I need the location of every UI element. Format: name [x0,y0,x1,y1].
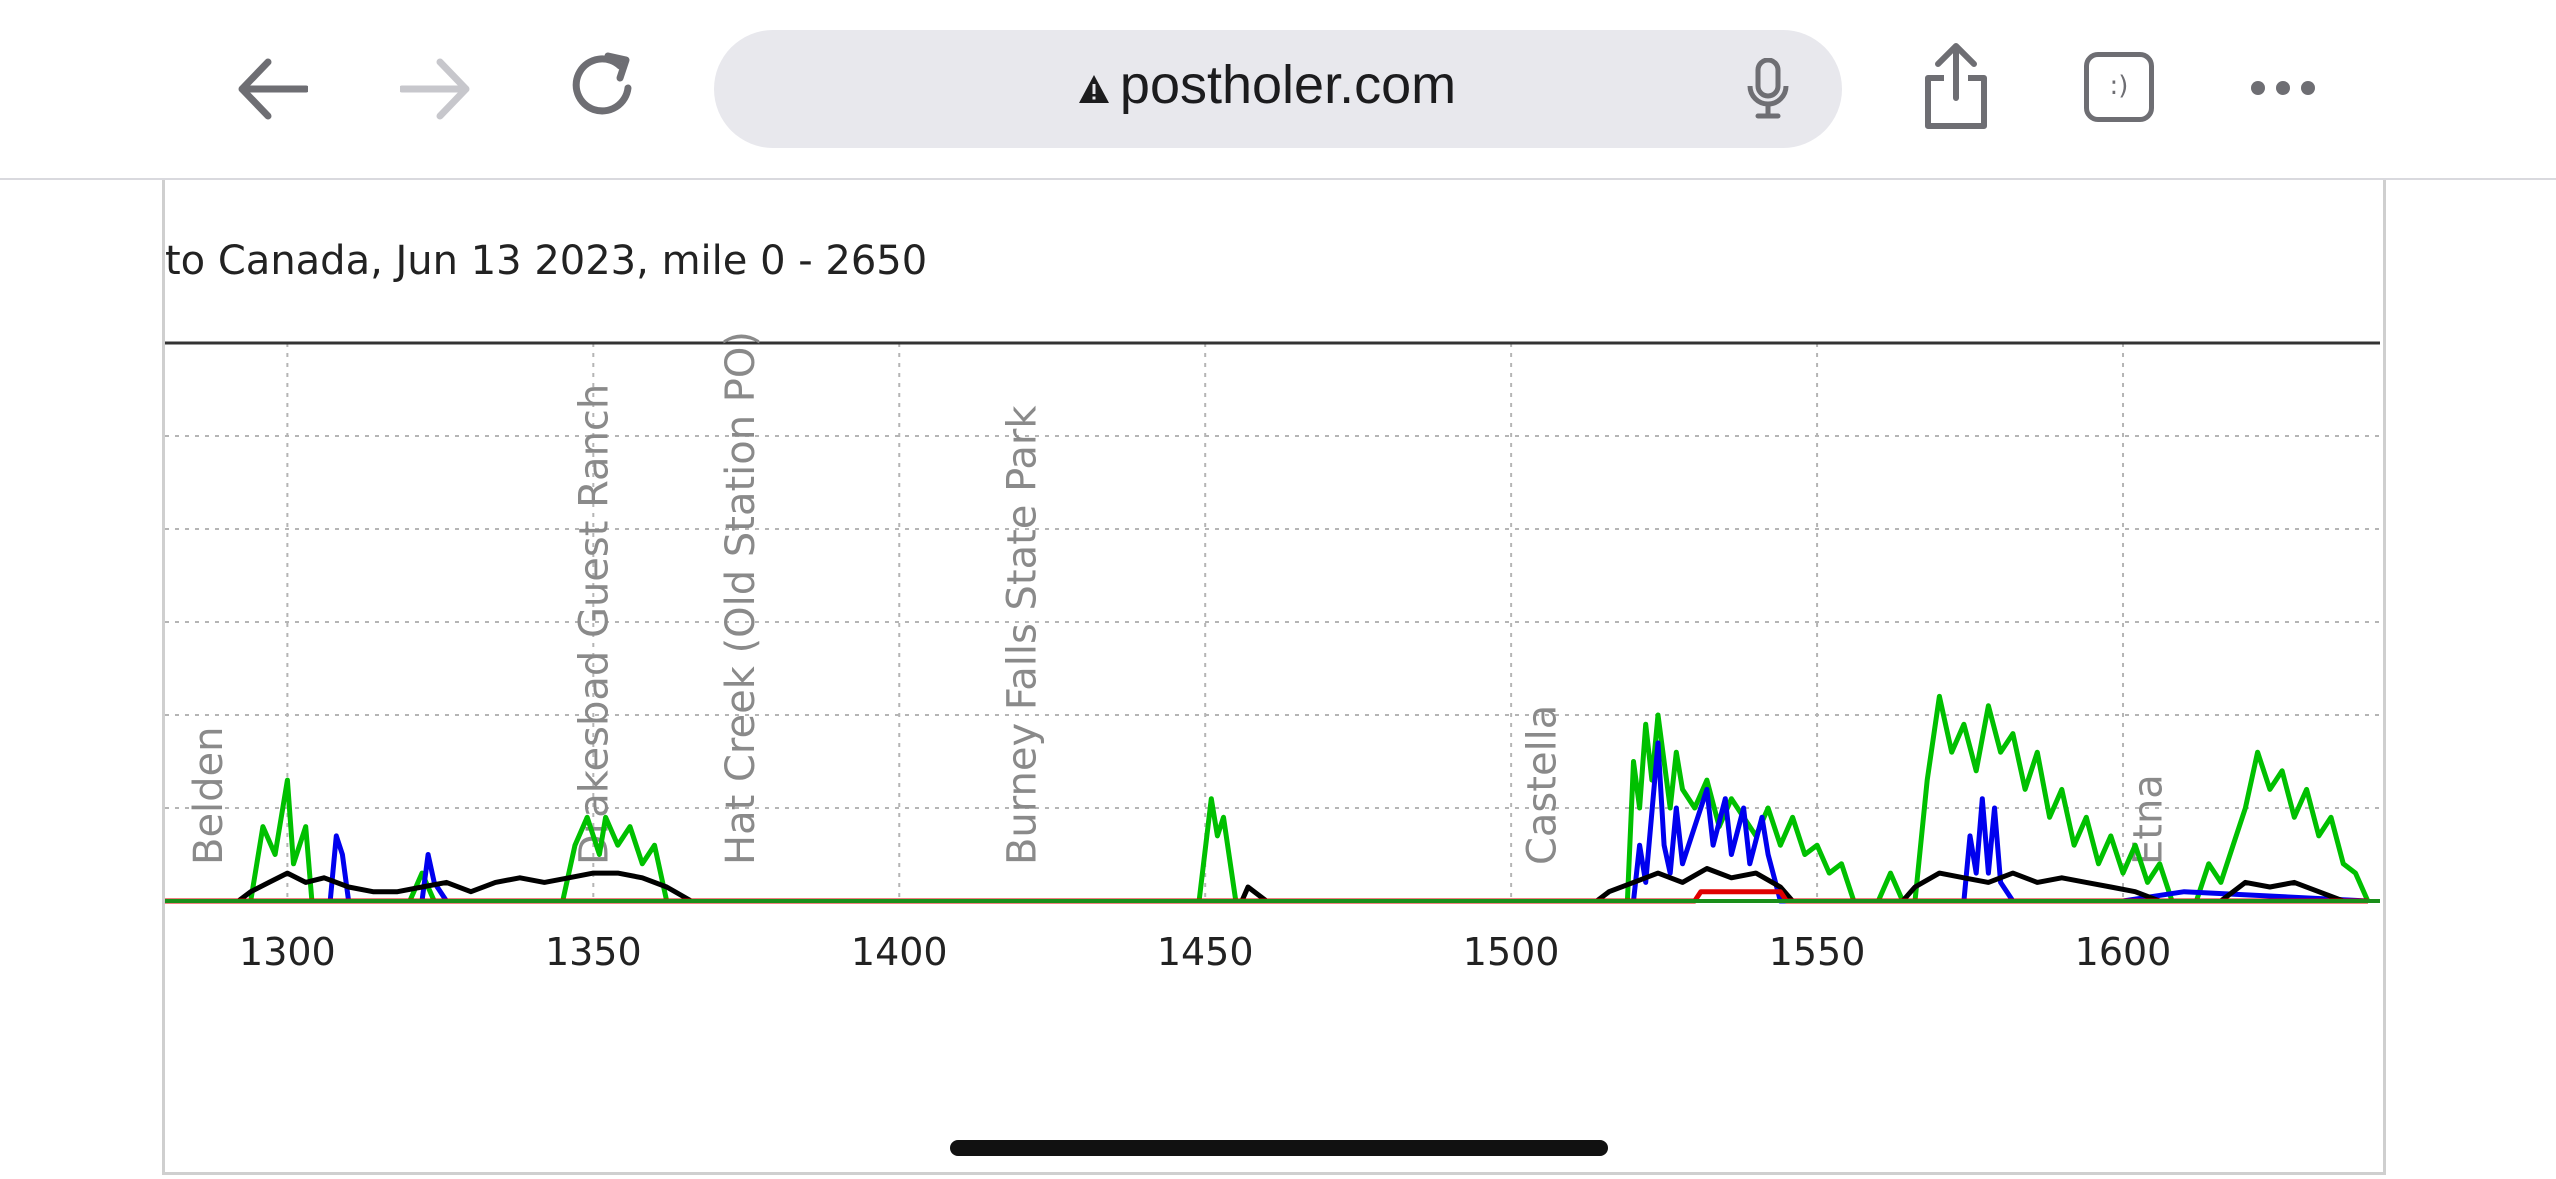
browser-toolbar: postholer.com :) [0,0,2556,180]
share-icon[interactable] [1920,42,1992,132]
reload-icon[interactable] [566,48,642,124]
chart-title: to Canada, Jun 13 2023, mile 0 - 2650 [165,238,928,284]
landmark-label: Burney Falls State Park [1000,405,1046,865]
microphone-icon[interactable] [1746,57,1790,125]
x-tick-label: 1350 [545,930,642,974]
x-tick-label: 1600 [2075,930,2172,974]
x-tick-label: 1500 [1463,930,1560,974]
url-text: postholer.com [1119,55,1457,115]
arrow-left-icon[interactable] [236,58,308,120]
address-bar[interactable]: postholer.com [714,30,1842,148]
elevation-chart: Belden Drakesbad Guest Ranch Hat Creek (Ol… [165,331,2380,974]
series-line [165,866,2368,904]
arrow-right-icon[interactable] [400,58,472,120]
series-line [165,693,2371,904]
chart-frame: to Canada, Jun 13 2023, mile 0 - 2650 Be… [162,180,2386,1175]
warning-triangle-icon [1078,74,1110,109]
ellipsis-icon[interactable] [2248,78,2318,98]
landmark-label: Hat Creek (Old Station PO) [718,331,764,865]
tabs-icon[interactable]: :) [2084,52,2154,122]
x-tick-label: 1300 [239,930,336,974]
x-tick-label: 1400 [851,930,948,974]
landmark-label: Drakesbad Guest Ranch [571,384,617,865]
home-indicator [950,1140,1608,1156]
landmark-label: Castella [1520,705,1566,865]
x-tick-label: 1450 [1157,930,1254,974]
landmark-label: Belden [186,726,232,865]
x-tick-label: 1550 [1769,930,1866,974]
series-line [165,740,2368,904]
